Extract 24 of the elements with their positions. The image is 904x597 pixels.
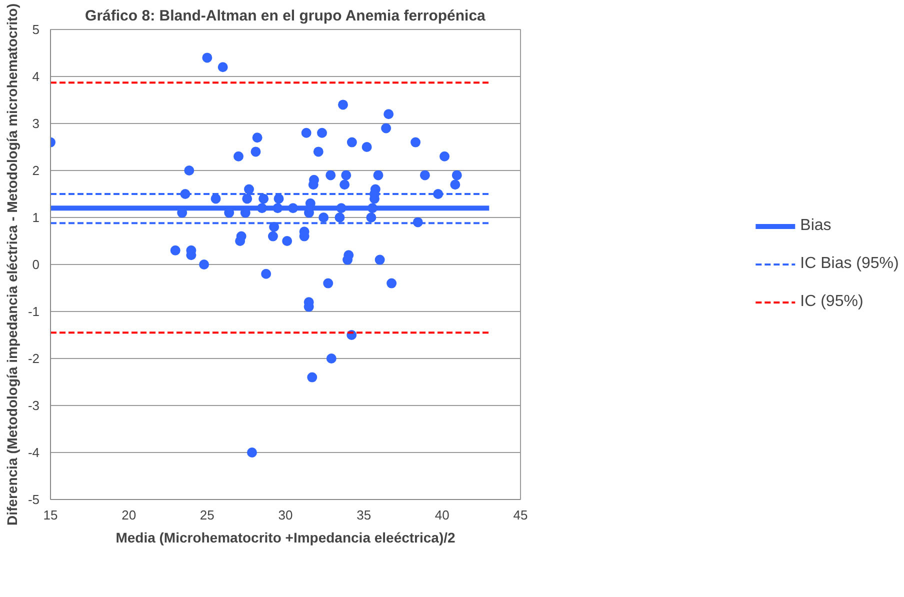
legend-label: IC (95%) <box>800 293 864 311</box>
chart-title: Gráfico 8: Bland-Altman en el grupo Anemia ferropénica <box>85 8 486 24</box>
legend-label: IC Bias (95%) <box>800 255 899 273</box>
x-axis-title: Media (Microhematocrito +Impedancia eleéctrica)/2 <box>116 530 456 546</box>
y-tick-label: -1 <box>28 304 40 319</box>
y-tick-label: 4 <box>32 69 40 84</box>
x-tick-label: 25 <box>200 508 214 522</box>
y-tick-label: 5 <box>32 22 40 37</box>
y-tick-label: 2 <box>32 163 40 178</box>
y-axis-title: Diferencia (Metodología impedancia eléctrica - Metodología microhematocrito) <box>4 3 20 526</box>
x-tick-label: 35 <box>356 508 372 522</box>
x-tick-label: 15 <box>43 508 58 522</box>
y-tick-label: -5 <box>28 492 40 507</box>
y-tick-label: -2 <box>28 351 40 366</box>
x-tick-label: 40 <box>434 508 450 522</box>
y-tick-label: -4 <box>28 445 40 460</box>
legend-label: Bias <box>800 217 832 235</box>
y-tick-label: 0 <box>32 257 40 272</box>
y-tick-label: 3 <box>32 116 40 131</box>
y-tick-label: -3 <box>28 398 40 413</box>
x-tick-label: 45 <box>513 508 528 522</box>
x-tick-label: 30 <box>278 508 293 522</box>
y-tick-label: 1 <box>32 210 40 225</box>
x-tick-label: 20 <box>122 508 136 522</box>
